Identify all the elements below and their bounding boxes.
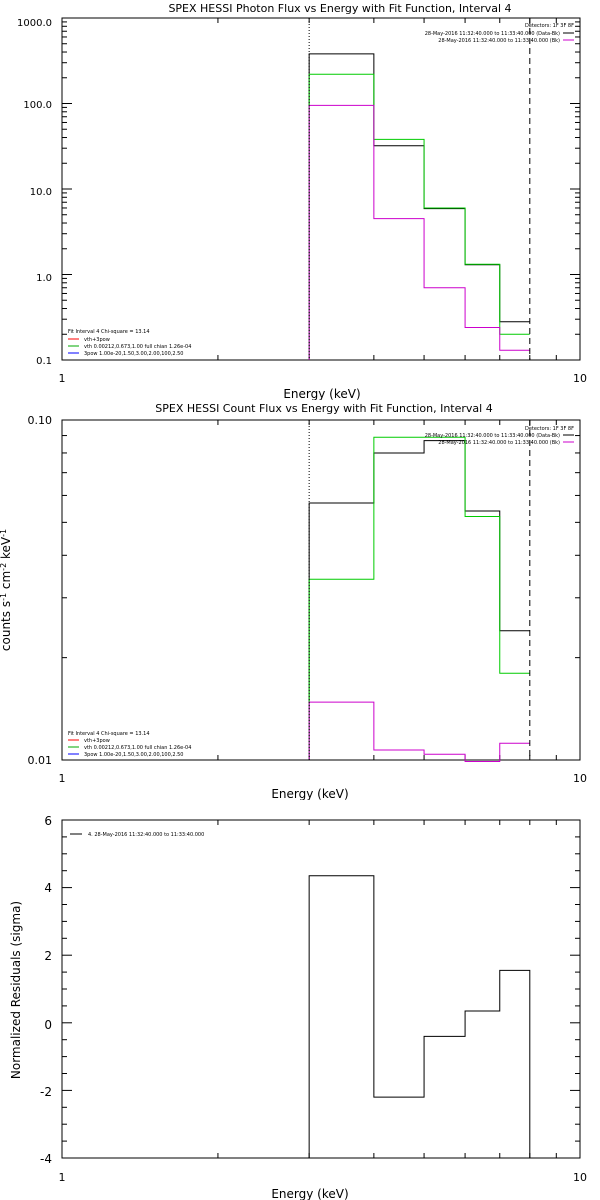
legend-entry-bk: 28-May-2016 11:32:40.000 to 11:33:40.000… bbox=[438, 440, 560, 446]
x-tick-label: 10 bbox=[573, 372, 587, 385]
axis-ticks bbox=[61, 419, 581, 761]
legend-entry-data-bk: 28-May-2016 11:32:40.000 to 11:33:40.000… bbox=[425, 31, 560, 37]
series-layer bbox=[308, 436, 530, 762]
photon-flux-plot: SPEX HESSI Photon Flux vs Energy with Fi… bbox=[17, 2, 587, 400]
axis-ticks bbox=[61, 17, 581, 361]
count-flux-title: SPEX HESSI Count Flux vs Energy with Fit… bbox=[155, 402, 492, 415]
fit-interval-label: Fit Interval 4 Chi-square = 13.14 bbox=[68, 329, 150, 335]
series-step-line-1 bbox=[308, 73, 530, 360]
y-tick-label: 4 bbox=[44, 881, 52, 895]
series-layer bbox=[308, 53, 530, 360]
legend-entry-data-bk: 28-May-2016 11:32:40.000 to 11:33:40.000… bbox=[425, 433, 560, 439]
series-step-line-0 bbox=[308, 53, 530, 360]
y-tick-label: 0 bbox=[44, 1018, 52, 1032]
legend-entry-3pow: 3pow 1.00e-20,1.50,3.00,2.00,100,2.50 bbox=[84, 752, 184, 758]
legend-entry-3pow: 3pow 1.00e-20,1.50,3.00,2.00,100,2.50 bbox=[84, 351, 184, 357]
legend-entry-model: vth+3pow bbox=[84, 738, 110, 744]
series-step-line-0 bbox=[308, 440, 530, 760]
y-axis-label: counts s-1 cm-2 keV-1 bbox=[0, 529, 13, 651]
y-tick-label: 1000.0 bbox=[17, 18, 52, 29]
y-tick-label: 0.1 bbox=[36, 356, 52, 367]
fit-range-lines bbox=[308, 18, 531, 360]
y-tick-label: -2 bbox=[40, 1085, 52, 1099]
legend-entry-vth: vth 0.00212,0.673,1.00 full chian 1.26e-… bbox=[84, 745, 191, 751]
legend-detectors: Detectors: 1F 3F 8F bbox=[525, 23, 574, 29]
y-tick-label: 0.10 bbox=[28, 414, 53, 427]
y-tick-label: 6 bbox=[44, 814, 52, 828]
y-tick-label: 100.0 bbox=[23, 100, 52, 111]
x-tick-label: 10 bbox=[573, 1171, 587, 1184]
plot-frame bbox=[61, 419, 581, 761]
legend-entry-interval: 4. 28-May-2016 11:32:40.000 to 11:33:40.… bbox=[88, 832, 204, 838]
legend-entry-bk: 28-May-2016 11:32:40.000 to 11:33:40.000… bbox=[438, 38, 560, 44]
series-step-line-2 bbox=[308, 104, 530, 360]
series-layer bbox=[308, 875, 531, 1158]
x-axis-label: Energy (keV) bbox=[271, 1187, 348, 1200]
x-tick-label: 1 bbox=[59, 772, 66, 785]
y-axis-label: Normalized Residuals (sigma) bbox=[9, 901, 23, 1079]
x-axis-label: Energy (keV) bbox=[271, 787, 348, 800]
legend-entry-vth: vth 0.00212,0.673,1.00 full chian 1.26e-… bbox=[84, 344, 191, 350]
x-tick-label: 1 bbox=[59, 1171, 66, 1184]
y-tick-label: 2 bbox=[44, 949, 52, 963]
y-tick-label: 0.01 bbox=[28, 754, 53, 767]
plot-frame bbox=[61, 819, 581, 1159]
count-flux-plot: SPEX HESSI Count Flux vs Energy with Fit… bbox=[0, 402, 587, 800]
fit-interval-label: Fit Interval 4 Chi-square = 13.14 bbox=[68, 731, 150, 737]
series-step-line-0 bbox=[308, 875, 531, 1158]
y-tick-label: -4 bbox=[40, 1152, 52, 1166]
y-tick-label: 10.0 bbox=[30, 187, 52, 198]
axis-ticks bbox=[61, 819, 581, 1159]
legend-entry-model: vth+3pow bbox=[84, 337, 110, 343]
y-tick-label: 1.0 bbox=[36, 273, 52, 284]
photon-flux-title: SPEX HESSI Photon Flux vs Energy with Fi… bbox=[168, 2, 511, 15]
x-axis-label: Energy (keV) bbox=[283, 387, 360, 400]
legend-detectors: Detectors: 1F 3F 8F bbox=[525, 426, 574, 432]
x-tick-label: 10 bbox=[573, 772, 587, 785]
residuals-plot: 6 4 2 0 -2 -4 1 10 Energy (keV) Normaliz… bbox=[9, 814, 587, 1200]
series-step-line-2 bbox=[308, 701, 530, 762]
fit-range-lines bbox=[308, 420, 531, 760]
series-step-line-1 bbox=[308, 436, 530, 760]
plot-frame bbox=[61, 17, 581, 361]
x-tick-label: 1 bbox=[59, 372, 66, 385]
